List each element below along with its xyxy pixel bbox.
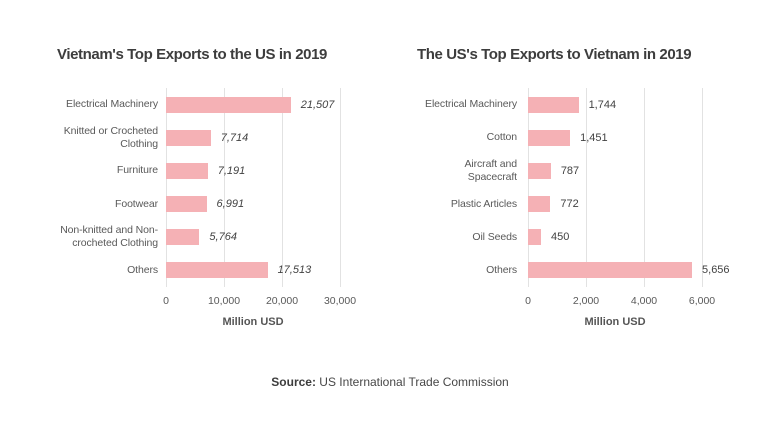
bar-cell: 17,513	[166, 262, 312, 279]
value-label: 772	[560, 198, 579, 211]
x-axis-label: Million USD	[584, 316, 646, 328]
bar-cell: 7,714	[166, 129, 249, 146]
bar	[528, 96, 579, 113]
chart-title: The US's Top Exports to Vietnam in 2019	[417, 46, 692, 63]
bar-row: Aircraft and Spacecraft 787	[410, 154, 780, 187]
bar-cell: 787	[528, 162, 580, 179]
category-label: Oil Seeds	[472, 230, 517, 243]
value-label: 1,744	[588, 98, 617, 111]
bar-cell: 5,656	[528, 262, 730, 279]
gridline	[165, 88, 167, 287]
bar-row: Others 5,656	[410, 254, 780, 287]
value-label: 1,451	[580, 131, 608, 144]
bar	[166, 229, 200, 246]
bar	[528, 162, 551, 179]
source-label: Source:	[271, 375, 316, 389]
value-label: 7,191	[217, 164, 246, 177]
x-axis-tick-label: 10,000	[207, 295, 241, 307]
value-label: 6,991	[216, 198, 245, 211]
bar-row: Oil Seeds 450	[410, 221, 780, 254]
x-axis-label: Million USD	[222, 316, 284, 328]
bar	[166, 196, 207, 213]
value-label: 17,513	[277, 264, 312, 277]
category-label: Knitted or Crocheted Clothing	[63, 124, 158, 150]
charts-row: Vietnam's Top Exports to the US in 2019 …	[0, 45, 780, 328]
chart-title: Vietnam's Top Exports to the US in 2019	[57, 46, 327, 63]
gridline	[281, 88, 283, 287]
x-axis-tick-label: 2,000	[572, 295, 600, 307]
x-axis: 0 2,000 4,000 6,000	[525, 295, 715, 308]
gridline	[701, 88, 703, 287]
category-label: Others	[127, 263, 158, 276]
value-label: 21,507	[300, 98, 335, 111]
bar	[528, 229, 542, 246]
value-label: 7,714	[220, 131, 249, 144]
value-label: 787	[560, 164, 580, 177]
bar	[166, 96, 291, 113]
x-axis-tick-label: 4,000	[630, 295, 658, 307]
gridline	[527, 88, 529, 287]
bar-row: Furniture 7,191	[38, 154, 390, 187]
gridlines	[527, 88, 703, 287]
x-axis-tick-label: 0	[525, 295, 531, 307]
gridlines	[165, 88, 341, 287]
bar-cell: 1,451	[528, 129, 608, 146]
bar-cell: 450	[528, 229, 570, 246]
category-label: Others	[486, 263, 517, 276]
chart-us-top-exports: The US's Top Exports to Vietnam in 2019 …	[390, 45, 780, 328]
value-label: 5,764	[209, 231, 237, 244]
bar-cell: 1,744	[528, 96, 617, 113]
bar	[528, 129, 571, 146]
category-label: Footwear	[115, 197, 158, 210]
gridline	[223, 88, 225, 287]
category-label: Plastic Articles	[450, 197, 517, 210]
bar	[166, 162, 208, 179]
category-label: Electrical Machinery	[425, 98, 517, 111]
bar-row: Cotton 1,451	[410, 121, 780, 154]
bar-row: Electrical Machinery 21,507	[38, 88, 390, 121]
category-label: Furniture	[116, 164, 158, 177]
bar-row: Non-knitted and Non-crocheted Clothing 5,…	[38, 221, 390, 254]
plot-area: Electrical Machinery 21,507 Knitted or Cro…	[38, 88, 390, 287]
plot-area: Electrical Machinery 1,744 Cotton 1,451 Airc…	[410, 88, 780, 287]
bar	[528, 262, 693, 279]
bar-row: Knitted or Crocheted Clothing 7,714	[38, 121, 390, 154]
category-label: Aircraft and Spacecraft	[464, 157, 518, 183]
source-note: Source: US International Trade Commissio…	[0, 375, 780, 389]
bar-row: Plastic Articles 772	[410, 187, 780, 220]
bar	[166, 262, 268, 279]
bar	[166, 129, 211, 146]
bar-row: Others 17,513	[38, 254, 390, 287]
value-label: 5,656	[702, 264, 730, 277]
bar-cell: 7,191	[166, 162, 246, 179]
x-axis-tick-label: 6,000	[688, 295, 716, 307]
value-label: 450	[551, 231, 570, 244]
category-label: Electrical Machinery	[66, 98, 158, 111]
chart-vietnam-top-exports: Vietnam's Top Exports to the US in 2019 …	[0, 45, 390, 328]
gridline	[339, 88, 341, 287]
category-label: Non-knitted and Non-crocheted Clothing	[60, 224, 158, 250]
bar-cell: 21,507	[166, 96, 335, 113]
bar-cell: 772	[528, 196, 579, 213]
bar-cell: 5,764	[166, 229, 237, 246]
bar-row: Footwear 6,991	[38, 187, 390, 220]
gridline	[643, 88, 645, 287]
category-label: Cotton	[486, 131, 517, 144]
bar-cell: 6,991	[166, 196, 245, 213]
bar-row: Electrical Machinery 1,744	[410, 88, 780, 121]
bar-rows: Electrical Machinery 1,744 Cotton 1,451 Airc…	[410, 88, 780, 287]
x-axis-tick-label: 20,000	[265, 295, 299, 307]
bar-rows: Electrical Machinery 21,507 Knitted or Cro…	[38, 88, 390, 287]
bar	[528, 196, 551, 213]
source-text: US International Trade Commission	[315, 375, 509, 389]
x-axis-tick-label: 0	[163, 295, 169, 307]
gridline	[585, 88, 587, 287]
x-axis: 0 10,000 20,000 30,000	[163, 295, 356, 308]
x-axis-tick-label: 30,000	[323, 295, 357, 307]
